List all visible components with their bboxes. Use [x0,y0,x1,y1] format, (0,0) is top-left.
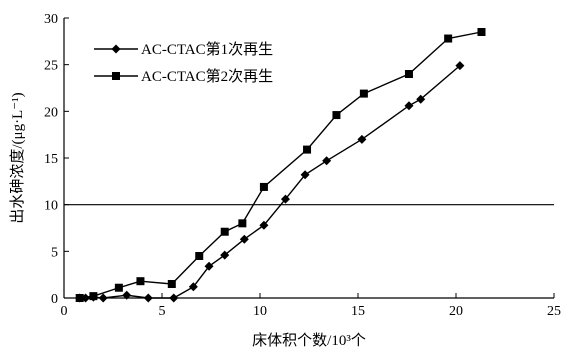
series-2-point [444,34,453,43]
series-1-point [416,94,426,104]
series-1-point [169,293,179,303]
series-2-point [114,283,123,292]
series-2-line [79,31,482,299]
legend-label-2: AC-CTAC第2次再生 [141,67,273,85]
plot-area: 0 5 10 15 20 25 30 0 5 10 15 20 25 [44,12,561,319]
y-tick-label: 20 [44,105,58,120]
series-1-point [143,293,153,303]
x-axis-title: 床体积个数/10³个 [252,332,366,349]
series-2-point [195,252,204,260]
legend-marker-1 [111,44,121,54]
series-1-point [322,156,332,166]
series-2-point [89,292,98,301]
series-2-point [359,89,368,98]
y-tick-label: 10 [44,199,58,214]
series-2-point [404,70,413,78]
y-axis-title: 出水砷浓度/(μg·L⁻¹) [9,92,26,223]
series-2-point [167,280,176,288]
series-1-point [455,61,465,71]
series-1-point [220,250,230,260]
legend-marker-2 [112,72,120,80]
series-1-point [357,134,367,144]
series-2-point [75,294,84,302]
series-1-point [300,170,310,180]
series-1-point [280,194,290,204]
series-1-point [239,234,249,244]
series-1-point [204,261,214,271]
x-tick-label: 10 [253,304,267,319]
series-2-point [136,277,145,286]
series-1-point [122,290,132,300]
x-tick-label: 20 [449,304,463,319]
x-tick-label: 25 [547,304,561,319]
series-2-point [259,182,268,191]
y-tick-label: 0 [51,292,58,307]
x-tick-label: 15 [351,304,365,319]
y-tick-label: 30 [44,12,58,27]
y-tick-label: 25 [44,59,58,74]
series-1-point [259,220,269,230]
legend-label-1: AC-CTAC第1次再生 [141,40,273,58]
series-2-point [220,227,229,236]
series-2-point [303,145,312,154]
series-1-point [188,282,198,292]
series-2-point [332,111,341,120]
series-1-point [404,101,414,111]
series-2-point [477,28,486,36]
x-tick-label: 5 [159,304,166,319]
legend: AC-CTAC第1次再生 AC-CTAC第2次再生 [94,40,273,85]
series-1-point [98,293,108,303]
y-tick-label: 5 [51,245,58,260]
y-tick-label: 15 [44,152,58,167]
x-tick-label: 0 [61,304,68,319]
series-2-point [238,219,247,228]
